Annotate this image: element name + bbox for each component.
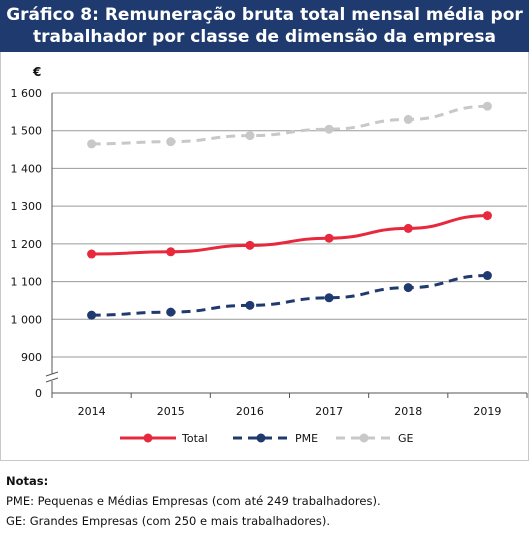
data-point-pme [403, 283, 413, 293]
line-chart: €0 900 1 000 1 100 1 200 1 300 1 400 1 500 1 600… [11, 65, 528, 445]
data-point-ge [482, 101, 492, 111]
x-tick-label: 2016 [236, 405, 264, 418]
y-axis-unit-label: € [32, 65, 41, 79]
y-tick-label: 1 500 [11, 125, 43, 138]
data-point-pme [87, 310, 97, 320]
legend-marker-total [143, 433, 153, 443]
y-tick-label: 1 100 [11, 276, 43, 289]
series-line-total [91, 214, 488, 256]
axis-break-mark [45, 377, 59, 383]
y-tick-label: 1 000 [11, 313, 43, 326]
legend-marker-pme [256, 433, 266, 443]
notes-title: Notas: [6, 474, 49, 488]
axis-break-mark [45, 371, 59, 377]
chart-title-line-2: trabalhador por classe de dimensão da em… [32, 27, 496, 47]
x-tick-label: 2017 [315, 405, 343, 418]
y-tick-label: 1 200 [11, 238, 43, 251]
data-point-total [482, 211, 492, 221]
legend-label-pme: PME [295, 432, 318, 445]
data-point-pme [324, 293, 334, 303]
data-point-ge [166, 137, 176, 147]
data-point-total [87, 249, 97, 259]
data-point-ge [324, 124, 334, 134]
data-point-total [245, 240, 255, 250]
x-tick-label: 2019 [473, 405, 501, 418]
y-tick-label: 1 300 [11, 200, 43, 213]
data-point-total [324, 233, 334, 243]
note-pme: PME: Pequenas e Médias Empresas (com até… [6, 494, 381, 508]
series-line-ge [91, 104, 488, 146]
data-point-ge [87, 139, 97, 149]
data-point-pme [245, 300, 255, 310]
y-tick-label: 1 400 [11, 162, 43, 175]
series-line-pme [91, 274, 488, 317]
legend-label-total: Total [181, 432, 208, 445]
data-point-pme [482, 271, 492, 281]
x-tick-label: 2015 [157, 405, 185, 418]
note-ge: GE: Grandes Empresas (com 250 e mais tra… [6, 514, 331, 528]
notes: Notas: PME: Pequenas e Médias Empresas (… [6, 471, 381, 531]
legend-marker-ge [359, 433, 369, 443]
axis-break-gap [46, 374, 58, 381]
y-tick-label: 1 600 [11, 87, 43, 100]
data-point-pme [166, 307, 176, 317]
chart-title: Gráfico 8: Remuneração bruta total mensa… [0, 0, 529, 52]
legend-label-ge: GE [398, 432, 414, 445]
x-tick-label: 2018 [394, 405, 422, 418]
y-tick-label: 900 [21, 351, 42, 364]
chart-title-line-1: Gráfico 8: Remuneração bruta total mensa… [6, 5, 523, 25]
x-tick-label: 2014 [78, 405, 106, 418]
data-point-total [166, 247, 176, 257]
y-tick-label: 0 [35, 387, 42, 400]
data-point-ge [403, 114, 413, 124]
data-point-total [403, 223, 413, 233]
data-point-ge [245, 131, 255, 141]
